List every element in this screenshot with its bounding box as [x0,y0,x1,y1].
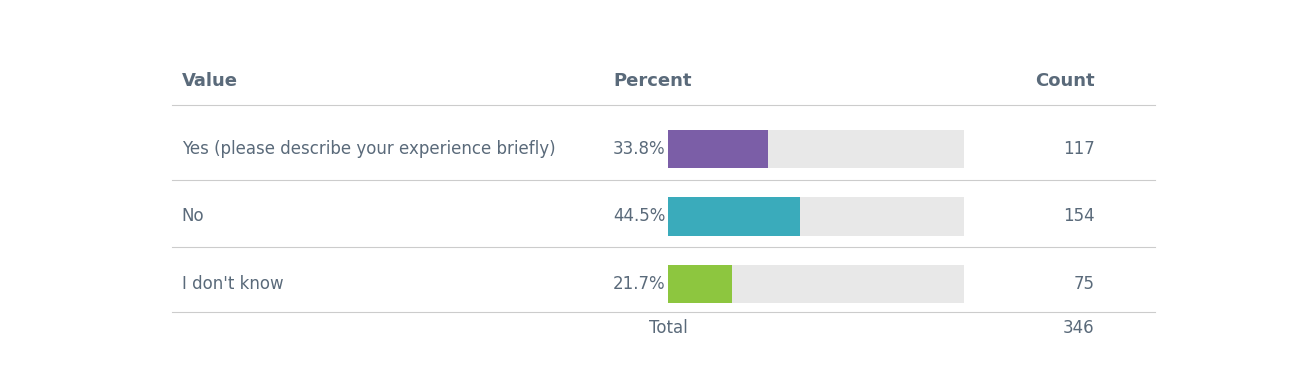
Text: Count: Count [1035,72,1095,90]
Bar [668,129,769,168]
Text: 44.5%: 44.5% [613,207,665,225]
Text: Percent: Percent [613,72,691,90]
Text: 33.8%: 33.8% [613,140,665,158]
Text: Yes (please describe your experience briefly): Yes (please describe your experience bri… [181,140,555,158]
Text: 117: 117 [1062,140,1095,158]
Text: 75: 75 [1074,275,1095,293]
Text: 154: 154 [1062,207,1095,225]
Bar [668,197,800,236]
Text: Total: Total [648,319,687,337]
Text: I don't know: I don't know [181,275,283,293]
Text: 21.7%: 21.7% [613,275,665,293]
Text: No: No [181,207,204,225]
Bar [668,265,732,303]
Text: 346: 346 [1062,319,1095,337]
Bar [668,197,964,236]
Text: Value: Value [181,72,238,90]
Bar [668,129,964,168]
Bar [668,265,964,303]
